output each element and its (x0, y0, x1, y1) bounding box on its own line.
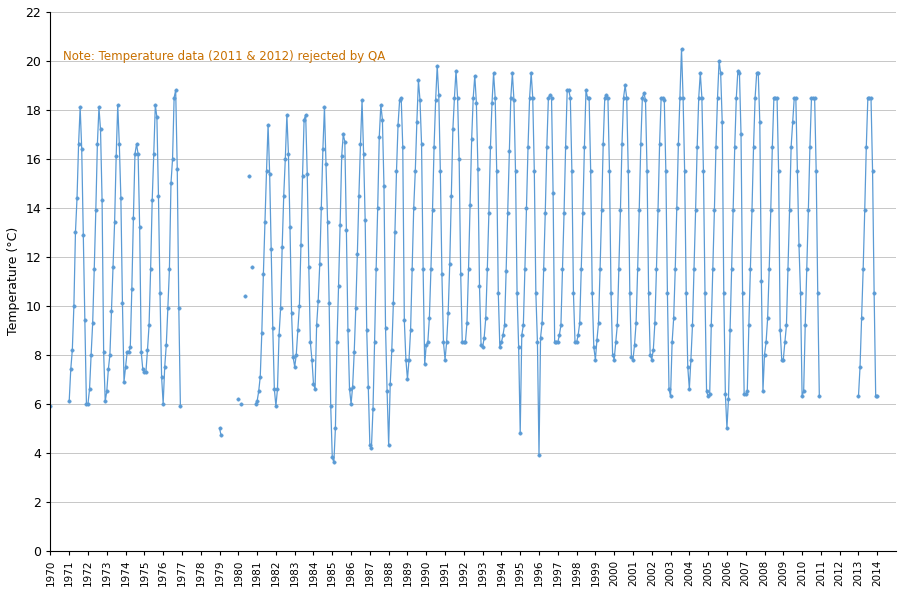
Text: Note: Temperature data (2011 & 2012) rejected by QA: Note: Temperature data (2011 & 2012) rej… (63, 50, 385, 63)
Y-axis label: Temperature (°C): Temperature (°C) (7, 227, 20, 336)
